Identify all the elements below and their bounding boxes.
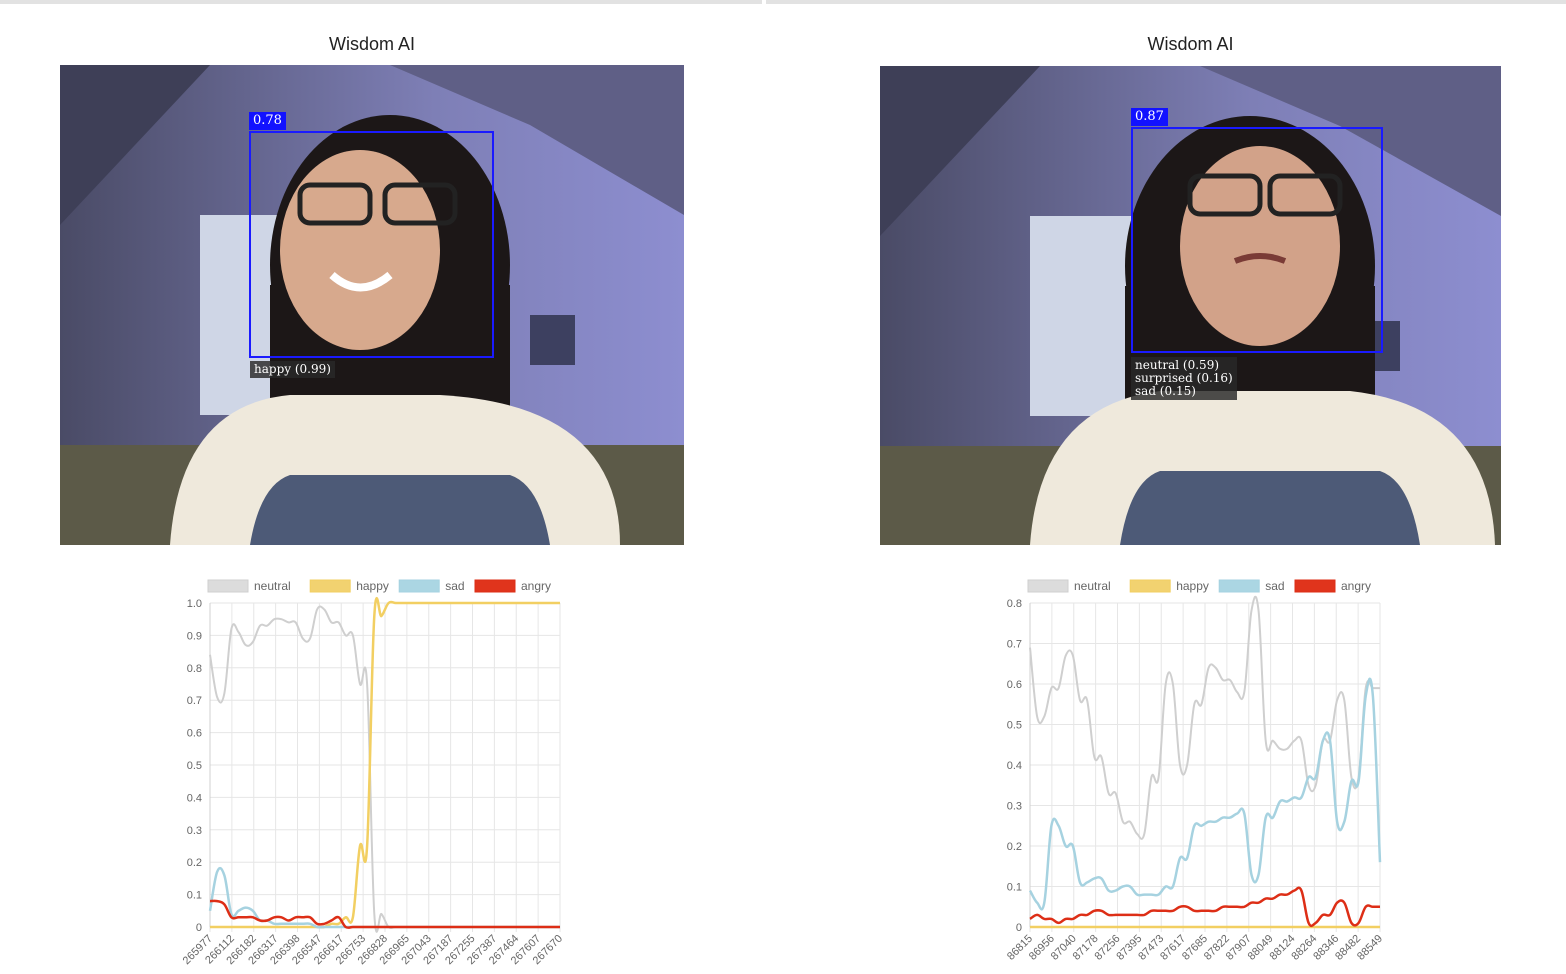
y-tick-label: 0.2	[187, 857, 202, 869]
y-tick-label: 1.0	[187, 598, 202, 610]
legend-label: neutral	[1074, 579, 1111, 593]
legend-item-neutral: neutral	[1027, 579, 1111, 593]
chart-series	[1028, 595, 1382, 929]
y-tick-label: 0	[1016, 922, 1022, 934]
emotion-line-chart-left: neutral happy sad angry 0 0.1 0.2 0.3 0.4 0.5 0.6 0…	[170, 575, 570, 974]
panel-title: Wisdom AI	[1147, 34, 1234, 54]
emotion-chart-svg: neutral happy sad angry 0 0.1 0.2 0.3 0.4 0.5 0.6 0…	[181, 579, 565, 967]
legend-swatch	[1218, 579, 1260, 593]
chart-series	[208, 596, 560, 933]
chart-grid: 00.10.20.30.40.50.60.70.8868158695687040…	[1005, 598, 1385, 963]
legend-item-happy: happy	[309, 579, 389, 593]
detection-score-badge: 0.78	[249, 112, 286, 130]
legend-label: happy	[356, 579, 389, 593]
y-tick-label: 0.1	[187, 890, 202, 902]
series-line-happy	[209, 596, 560, 929]
y-tick-label: 0.7	[1007, 639, 1022, 651]
legend-item-sad: sad	[398, 579, 465, 593]
legend-item-happy: happy	[1129, 579, 1209, 593]
chart-legend: neutral happy sad angry	[1027, 579, 1371, 593]
top-divider-right	[766, 0, 1566, 4]
face-bounding-box	[249, 131, 494, 358]
series-line-angry	[209, 899, 560, 929]
legend-swatch	[1294, 579, 1336, 593]
top-divider-left	[0, 0, 762, 4]
series-line-sad	[1028, 677, 1382, 911]
y-tick-label: 0.8	[187, 663, 202, 675]
y-tick-label: 0.6	[187, 728, 202, 740]
y-tick-label: 0.4	[1007, 760, 1022, 772]
y-tick-label: 0.4	[187, 792, 202, 804]
legend-label: sad	[445, 579, 464, 593]
emotion-label: neutral (0.59)	[1135, 358, 1220, 372]
person-photo	[880, 66, 1501, 545]
y-tick-label: 0.1	[1007, 882, 1022, 894]
legend-label: neutral	[254, 579, 291, 593]
legend-swatch	[398, 579, 440, 593]
emotion-label: sad (0.15)	[1135, 384, 1196, 398]
person-photo	[60, 65, 684, 545]
legend-swatch	[1129, 579, 1171, 593]
y-tick-label: 0.5	[1007, 720, 1022, 732]
y-tick-label: 0	[196, 922, 202, 934]
legend-item-angry: angry	[474, 579, 551, 593]
legend-item-sad: sad	[1218, 579, 1285, 593]
y-tick-label: 0.5	[187, 760, 202, 772]
panel-title: Wisdom AI	[328, 34, 416, 54]
y-tick-label: 0.2	[1007, 841, 1022, 853]
emotion-label-box: neutral (0.59) surprised (0.16) sad (0.1…	[1131, 357, 1237, 400]
legend-item-angry: angry	[1294, 579, 1371, 593]
legend-swatch	[309, 579, 351, 593]
legend-swatch	[1027, 579, 1069, 593]
legend-swatch	[207, 579, 249, 593]
legend-label: angry	[521, 579, 551, 593]
legend-label: angry	[1341, 579, 1371, 593]
emotion-chart-svg: neutral happy sad angry 0 0.1 0.2 0.3 0.4 0.5 0.6 0…	[1005, 579, 1385, 963]
legend-label: happy	[1176, 579, 1209, 593]
y-tick-label: 0.9	[187, 630, 202, 642]
emotion-label-box: happy (0.99)	[250, 361, 335, 378]
y-tick-label: 0.8	[1007, 598, 1022, 610]
y-tick-label: 0.7	[187, 695, 202, 707]
y-tick-label: 0.3	[187, 825, 202, 837]
x-tick-label: 88549	[1355, 933, 1385, 963]
legend-label: sad	[1265, 579, 1284, 593]
y-tick-label: 0.3	[1007, 801, 1022, 813]
webcam-photo-left	[60, 65, 684, 545]
series-line-angry	[1029, 886, 1380, 928]
y-tick-label: 0.6	[1007, 679, 1022, 691]
legend-item-neutral: neutral	[207, 579, 291, 593]
chart-legend: neutral happy sad angry	[207, 579, 551, 593]
emotion-line-chart-right: neutral happy sad angry 0 0.1 0.2 0.3 0.4 0.5 0.6 0…	[990, 575, 1390, 974]
face-bounding-box	[1131, 127, 1383, 353]
emotion-label: happy (0.99)	[254, 362, 331, 376]
webcam-photo-right	[880, 66, 1501, 545]
emotion-label: surprised (0.16)	[1135, 371, 1233, 385]
detection-score-badge: 0.87	[1131, 108, 1168, 126]
legend-swatch	[474, 579, 516, 593]
